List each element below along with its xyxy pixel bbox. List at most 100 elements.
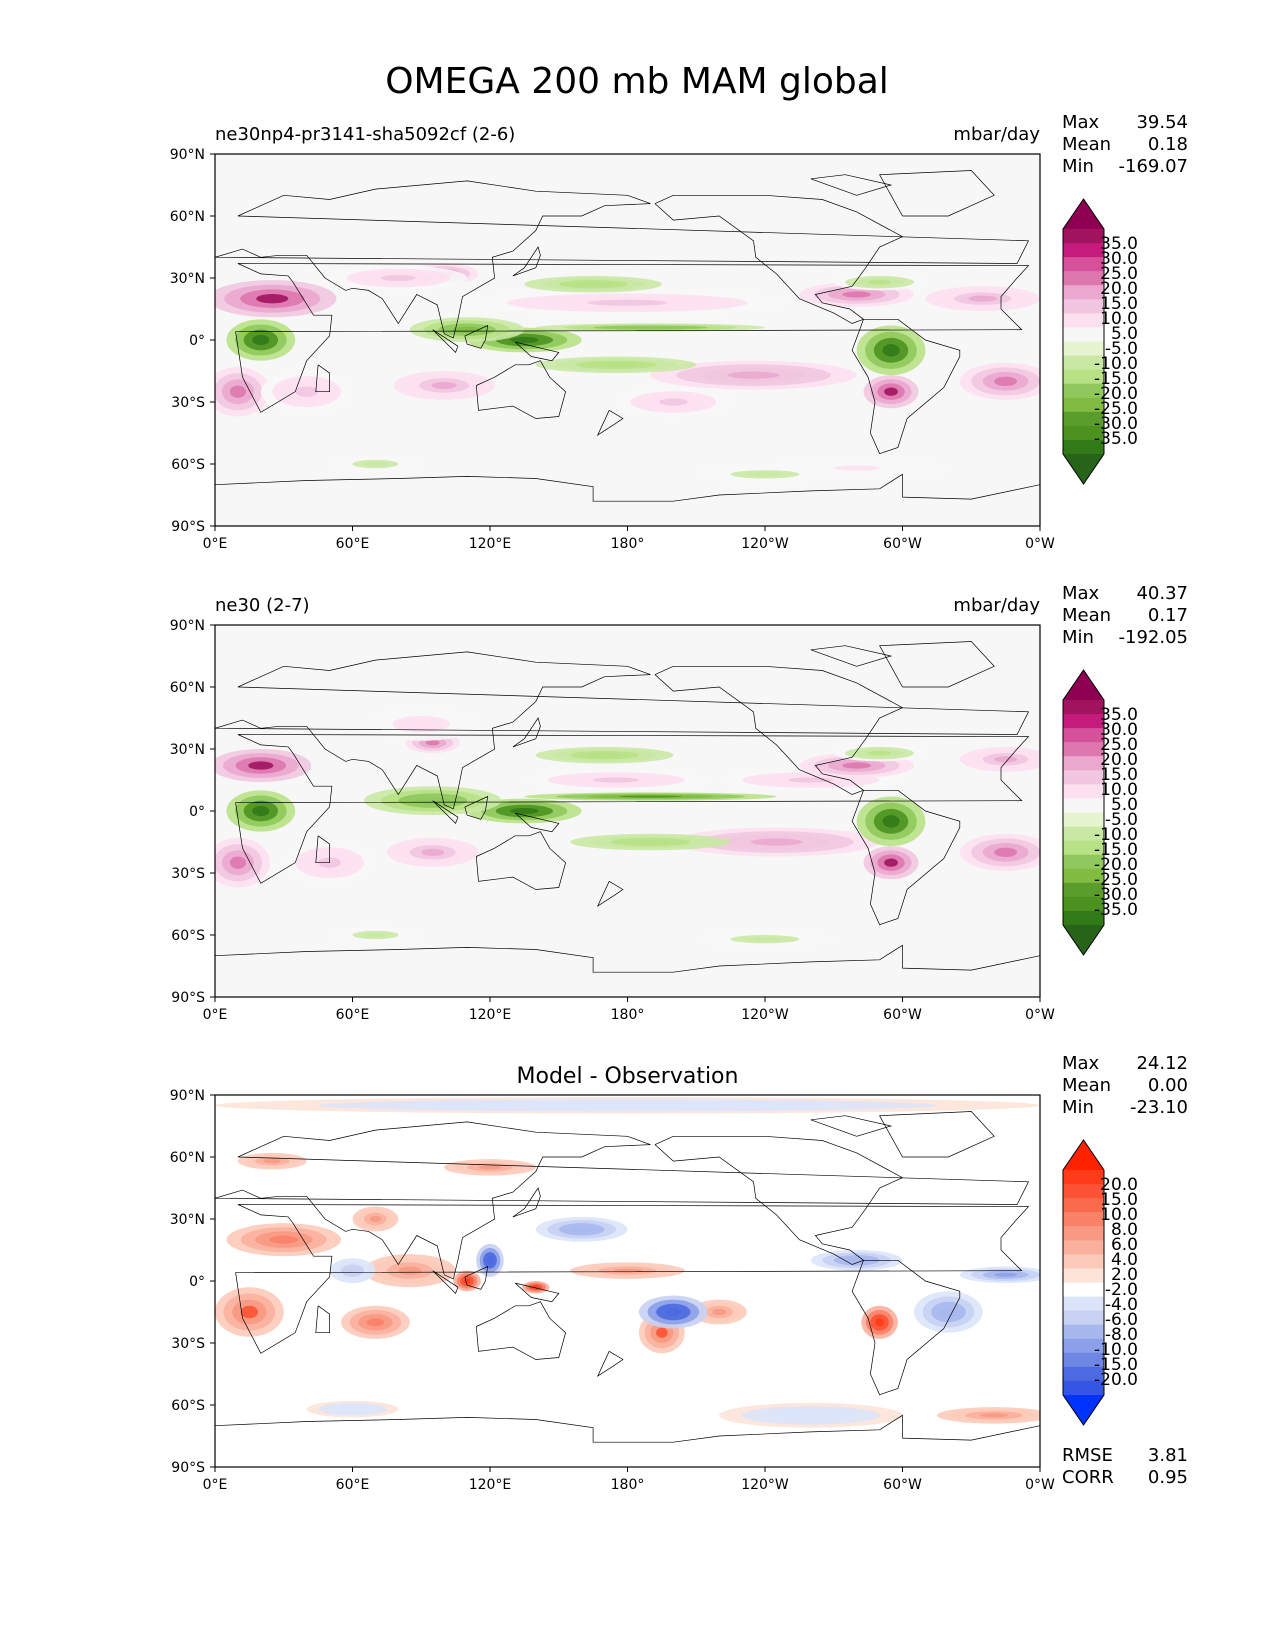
colorbar-segment — [1063, 257, 1104, 272]
colorbar-segment — [1063, 355, 1104, 371]
x-tick-label: 120°E — [469, 536, 512, 552]
field-feature-pos — [884, 858, 898, 867]
colorbar-label: -25.0 — [1094, 399, 1138, 419]
y-tick-label: 90°S — [171, 990, 205, 1006]
coastlines — [215, 1111, 1040, 1443]
colorbar-segment — [1063, 1226, 1104, 1241]
field-contours — [215, 263, 1040, 483]
colorbar-label: -15.0 — [1094, 840, 1138, 860]
colorbar-segment — [1063, 271, 1104, 286]
colorbar-label: -10.0 — [1094, 825, 1138, 845]
colorbar: 35.030.025.020.015.010.05.0-5.0-10.0-15.… — [1062, 198, 1138, 485]
colorbar-label: 25.0 — [1100, 264, 1138, 284]
colorbar-label: 10.0 — [1100, 309, 1138, 329]
stat-label-max: Max — [1062, 112, 1100, 133]
colorbar-extend-bottom — [1063, 925, 1104, 955]
stat-value-mean: 0.17 — [1148, 605, 1188, 626]
field-feature-neg — [510, 807, 539, 815]
coastline — [654, 194, 904, 324]
colorbar-label: 4.0 — [1111, 1250, 1138, 1270]
field-feature-neg — [664, 1307, 682, 1317]
field-contours — [215, 1097, 1040, 1428]
coastline — [810, 174, 893, 196]
y-tick-label: 60°N — [170, 680, 205, 696]
field-feature-pos — [381, 274, 416, 282]
y-tick-label: 0° — [189, 1274, 205, 1290]
stat-value-max: 39.54 — [1136, 112, 1188, 133]
colorbar-segment — [1063, 369, 1104, 385]
field-feature-pos — [787, 777, 834, 783]
stat-label-max: Max — [1062, 583, 1100, 604]
field-feature-pos — [269, 1235, 299, 1244]
y-tick-label: 60°S — [171, 457, 205, 473]
coastline — [512, 1187, 541, 1218]
colorbar-segment — [1063, 1338, 1104, 1354]
colorbar-label: 5.0 — [1111, 324, 1138, 344]
field-feature-neg — [939, 1306, 957, 1318]
colorbar-segment — [1063, 812, 1104, 828]
colorbar-segment — [1063, 770, 1104, 785]
stat-label-min: Min — [1062, 156, 1094, 177]
stat-value-corr: 0.95 — [1148, 1467, 1188, 1488]
colorbar-segment — [1063, 383, 1104, 399]
colorbar-label: 6.0 — [1111, 1235, 1138, 1255]
y-tick-label: 90°N — [170, 1088, 205, 1104]
field-feature-neg — [524, 1103, 731, 1108]
field-feature-neg — [587, 753, 622, 758]
colorbar-outline — [1062, 198, 1105, 485]
field-feature-pos — [263, 1159, 281, 1164]
stat-value-rmse: 3.81 — [1148, 1445, 1188, 1466]
coastline — [475, 360, 566, 419]
colorbar-segment — [1063, 854, 1104, 870]
x-tick-label: 120°E — [469, 1477, 512, 1493]
colorbar-segment — [1063, 397, 1104, 413]
coastline — [654, 1135, 904, 1265]
field-feature-neg — [252, 334, 270, 346]
field-feature-neg — [868, 280, 892, 285]
stat-value-min: -23.10 — [1130, 1097, 1188, 1118]
field-feature-pos — [656, 1327, 668, 1338]
colorbar-segment — [1063, 243, 1104, 258]
colorbar-segment — [1063, 1352, 1104, 1368]
field-feature-pos — [593, 777, 639, 783]
field-feature-neg — [868, 751, 892, 756]
coastline-antarctica — [215, 473, 1040, 502]
colorbar-extend-top — [1063, 1140, 1104, 1170]
coastline-antarctica — [215, 1414, 1040, 1443]
colorbar-segment — [1063, 1170, 1104, 1185]
coastline — [215, 180, 1030, 339]
colorbar-label: -25.0 — [1094, 870, 1138, 890]
field-feature-neg — [787, 1412, 834, 1419]
field-feature-pos — [587, 299, 668, 306]
colorbar-label: 15.0 — [1100, 294, 1138, 314]
field-feature-pos — [248, 761, 274, 770]
coastline — [810, 1115, 893, 1137]
colorbar: 35.030.025.020.015.010.05.0-5.0-10.0-15.… — [1062, 669, 1138, 956]
colorbar-label: 15.0 — [1100, 1190, 1138, 1210]
colorbar-segment — [1063, 1184, 1104, 1199]
colorbar-extend-top — [1063, 670, 1104, 700]
x-tick-label: 0°W — [1025, 536, 1055, 552]
colorbar-segment — [1063, 910, 1104, 926]
field-feature-pos — [875, 1318, 885, 1327]
coastline — [851, 789, 961, 926]
field-feature-pos — [431, 381, 457, 390]
coastline — [432, 800, 459, 825]
field-feature-pos — [994, 376, 1018, 386]
field-feature-pos — [994, 756, 1018, 763]
colorbar-segment — [1063, 742, 1104, 757]
colorbar-segment — [1063, 700, 1104, 715]
x-tick-label: 180° — [611, 1477, 645, 1493]
colorbar-label: -5.0 — [1105, 810, 1138, 830]
colorbar-label: -20.0 — [1094, 855, 1138, 875]
y-tick-label: 30°N — [170, 1212, 205, 1228]
field-feature-pos — [613, 1268, 642, 1273]
field-feature-pos — [406, 720, 436, 729]
y-tick-label: 0° — [189, 333, 205, 349]
x-tick-label: 0°W — [1025, 1007, 1055, 1023]
field-feature-pos — [842, 291, 871, 298]
colorbar-segment — [1063, 896, 1104, 912]
coastline — [464, 795, 489, 820]
colorbar-label: -35.0 — [1094, 429, 1138, 449]
